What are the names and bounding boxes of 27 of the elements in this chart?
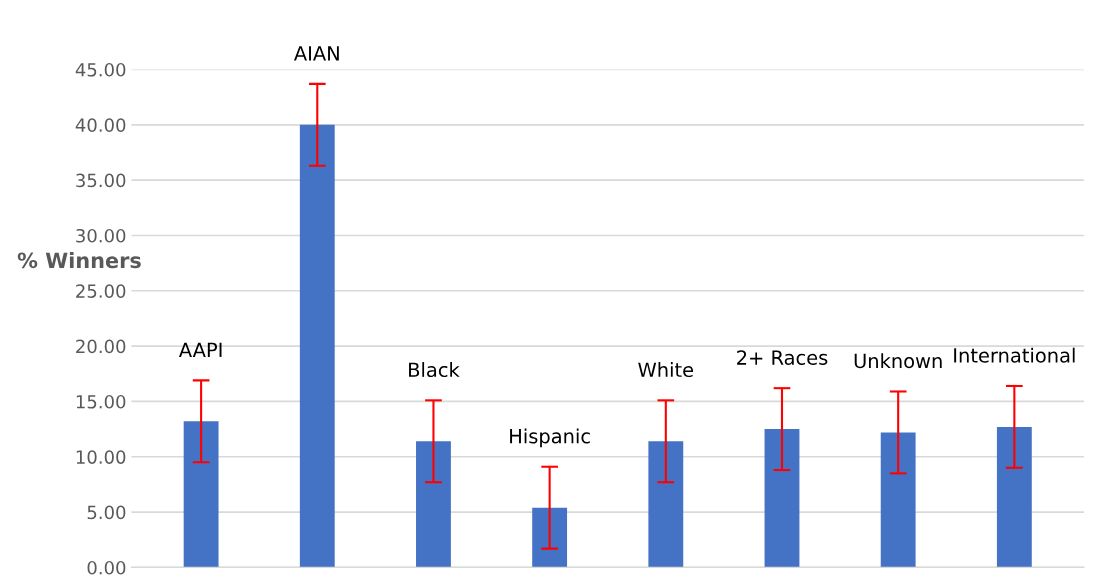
y-tick-label: 0.00 [87,560,126,575]
x-tick-label: International [954,347,1075,363]
y-tick-label: 20.00 [76,339,126,354]
y-tick-label: 5.00 [87,505,126,520]
y-tick-label: 10.00 [76,450,126,464]
bar [880,432,916,568]
x-tick-label: AIAN [293,46,339,61]
y-tick-label: 45.00 [75,62,126,77]
y-tick-label: 30.00 [76,228,126,243]
bar [299,124,335,568]
y-tick-label: 15.00 [76,394,126,409]
y-tick-label: 25.00 [76,284,126,298]
bar [764,429,800,568]
bar [996,426,1032,568]
x-tick-label: 2+ Races [737,350,828,365]
x-tick-label: Unknown [854,353,942,369]
bar [648,441,684,568]
x-tick-label: White [638,362,694,378]
bar [416,441,451,568]
x-tick-label: AAPI [178,342,222,357]
y-axis-title: % Winners [17,252,141,269]
x-tick-label: Hispanic [510,428,590,448]
bar [532,507,568,568]
y-tick-label: 35.00 [76,173,126,188]
bar [183,421,219,568]
x-tick-label: Black [409,362,460,378]
y-tick-label: 40.00 [75,118,126,132]
